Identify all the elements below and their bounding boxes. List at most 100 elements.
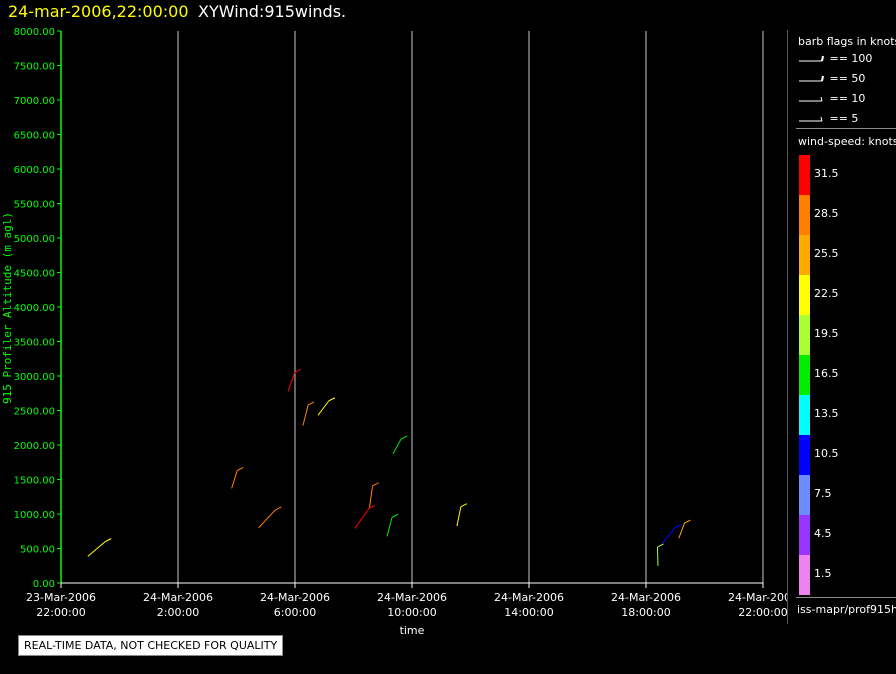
colorbar-swatch	[799, 195, 810, 235]
wind-barb	[231, 466, 244, 489]
colorbar-swatch	[799, 275, 810, 315]
barb-legend-label: == 50	[826, 72, 866, 85]
wind-barb	[87, 538, 112, 557]
barb-symbol-icon	[799, 116, 823, 122]
barb-legend-row: == 5	[798, 112, 858, 125]
colorbar-swatch	[799, 555, 810, 595]
y-tick-label: 2500.00	[14, 407, 55, 418]
barb-shaft	[354, 508, 370, 529]
x-tick-time: 14:00:00	[504, 606, 553, 619]
x-tick-time: 18:00:00	[621, 606, 670, 619]
x-tick-time: 22:00:00	[36, 606, 85, 619]
barb-legend-label: == 5	[826, 112, 859, 125]
plot-area: 0.00 500.00 1000.00 1500.00 2000.00 2500.00 30…	[1, 27, 787, 637]
wind-barb	[386, 513, 399, 537]
colorbar-label: 28.5	[814, 207, 839, 220]
x-tick-date: 24-Mar-2006	[377, 591, 447, 604]
barb-symbol-icon	[799, 55, 824, 62]
barb-shaft	[231, 470, 238, 489]
barb-flag	[307, 401, 315, 406]
barb-shaft	[87, 541, 106, 557]
barb-shaft	[368, 485, 374, 508]
barb-legend-row: == 50	[798, 72, 865, 85]
x-tick-date: 24-Mar-2006	[494, 591, 564, 604]
x-tick-time: 2:00:00	[157, 606, 199, 619]
y-tick-label: 3500.00	[14, 338, 55, 349]
quality-note: REAL-TIME DATA, NOT CHECKED FOR QUALITY	[18, 635, 284, 656]
barb-legend-row: == 100	[798, 52, 872, 65]
barb-flag	[400, 435, 408, 440]
chart-title: XYWind:915winds.	[198, 2, 347, 21]
axis-layer: 0.00 500.00 1000.00 1500.00 2000.00 2500.00 30…	[1, 27, 787, 637]
colorbar-label: 13.5	[814, 407, 839, 420]
colorbar-label: 16.5	[814, 367, 839, 380]
y-tick-label: 4000.00	[14, 303, 55, 314]
y-tick-label: 7500.00	[14, 62, 55, 73]
colorbar-swatch	[799, 315, 810, 355]
y-tick-label: 7000.00	[14, 96, 55, 107]
barb-shaft	[317, 400, 330, 416]
barb-shaft	[678, 522, 685, 539]
legend-panel: barb flags in knots == 100 == 50 == 10 =…	[787, 30, 896, 624]
colorbar-label: 22.5	[814, 287, 839, 300]
x-axis-label: time	[400, 624, 425, 637]
colorbar-swatch	[799, 395, 810, 435]
barb-flag	[328, 397, 336, 402]
legend-separator	[796, 597, 896, 598]
y-tick-label: 4500.00	[14, 269, 55, 280]
x-tick-time: 6:00:00	[274, 606, 316, 619]
colorbar-title: wind-speed: knots	[798, 135, 896, 148]
barb-legend-label: == 100	[826, 52, 873, 65]
wind-barb	[456, 503, 468, 527]
colorbar-swatch	[799, 355, 810, 395]
barb-symbol-icon	[799, 96, 823, 102]
wind-barb	[678, 519, 691, 539]
source-label: iss-mapr/prof915h	[797, 603, 896, 616]
wind-barb	[287, 368, 302, 392]
y-tick-label: 8000.00	[14, 27, 55, 38]
barb-legend-title: barb flags in knots	[798, 35, 896, 48]
barb-flag	[104, 538, 112, 543]
barb-shaft	[287, 372, 296, 392]
y-tick-label: 6500.00	[14, 131, 55, 142]
barb-symbol-icon	[799, 75, 824, 82]
legend-separator	[796, 128, 896, 129]
wind-barb	[258, 506, 282, 529]
title-date: 24-mar-2006,22:00:00	[8, 2, 189, 21]
wind-barb	[661, 524, 682, 544]
barb-flag	[368, 505, 375, 509]
barb-flag	[391, 513, 399, 518]
y-tick-label: 0.00	[33, 579, 55, 590]
colorbar-label: 31.5	[814, 167, 839, 180]
barb-shaft	[456, 506, 462, 527]
barb-shaft	[386, 517, 393, 537]
grid-layer	[177, 31, 764, 583]
barb-legend-row: == 10	[798, 92, 865, 105]
wind-barb	[392, 435, 408, 455]
barb-flag	[684, 519, 691, 524]
colorbar-label: 7.5	[814, 487, 832, 500]
x-tick-date: 24-Mar-2006	[143, 591, 213, 604]
x-tick-date: 23-Mar-2006	[26, 591, 96, 604]
barb-flag	[237, 466, 244, 471]
colorbar-swatch	[799, 515, 810, 555]
colorbar-label: 1.5	[814, 567, 832, 580]
colorbar-swatch	[799, 475, 810, 515]
wind-barb	[317, 397, 336, 416]
x-tick-time: 22:00:00	[738, 606, 787, 619]
barb-legend-label: == 10	[826, 92, 866, 105]
barb-shaft	[302, 404, 309, 426]
y-tick-label: 500.00	[20, 545, 55, 556]
colorbar-label: 10.5	[814, 447, 839, 460]
colorbar-swatch	[799, 235, 810, 275]
y-tick-label: 5000.00	[14, 234, 55, 245]
colorbar-label: 19.5	[814, 327, 839, 340]
y-tick-label: 1000.00	[14, 510, 55, 521]
colorbar-label: 4.5	[814, 527, 832, 540]
barb-shaft	[392, 438, 402, 455]
colorbar-swatch	[799, 155, 810, 195]
barb-flag	[294, 368, 302, 373]
x-tick-time: 10:00:00	[387, 606, 436, 619]
barb-flag	[657, 543, 664, 548]
y-tick-label: 2000.00	[14, 441, 55, 452]
